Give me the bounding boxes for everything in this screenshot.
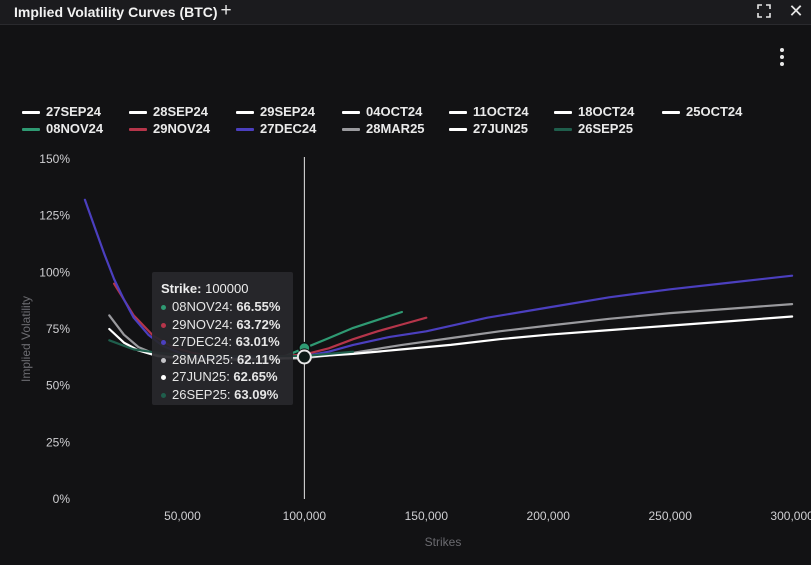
legend-item-28mar25[interactable]: 28MAR25 (342, 121, 425, 138)
tooltip-row: 26SEP25: 63.09% (161, 387, 278, 402)
legend-item-27dec24[interactable]: 27DEC24 (236, 121, 316, 138)
tooltip-series-name: 26SEP25: (172, 386, 235, 402)
legend-label: 27SEP24 (46, 104, 101, 119)
legend-item-11oct24[interactable]: 11OCT24 (449, 104, 529, 121)
legend-label: 28SEP24 (153, 104, 208, 119)
tooltip-dot (161, 357, 166, 363)
y-tick-label: 50% (46, 379, 70, 393)
x-tick-label: 200,000 (527, 509, 571, 523)
legend-label: 29NOV24 (153, 121, 211, 136)
legend-item-29nov24[interactable]: 29NOV24 (129, 121, 210, 138)
tooltip-row: 28MAR25: 62.11% (161, 352, 280, 367)
tooltip-series-value: 63.01% (235, 334, 280, 349)
tooltip-row: 27JUN25: 62.65% (161, 369, 278, 384)
tooltip-dot (161, 322, 166, 328)
legend-swatch (449, 111, 467, 115)
y-tick-label: 150% (39, 152, 70, 166)
legend-swatch (662, 111, 680, 115)
tooltip-series-value: 66.55% (236, 299, 281, 314)
y-tick-label: 125% (39, 209, 70, 223)
legend-swatch (22, 111, 40, 115)
legend-swatch (236, 128, 254, 132)
legend-item-28sep24[interactable]: 28SEP24 (129, 104, 208, 121)
close-icon[interactable]: ✕ (788, 1, 804, 21)
legend-label: 04OCT24 (366, 104, 423, 119)
y-tick-label: 100% (39, 265, 70, 279)
hover-point-active (296, 349, 312, 365)
tooltip-series-value: 62.65% (233, 369, 278, 384)
legend-label: 08NOV24 (46, 121, 104, 136)
y-tick-label: 25% (46, 435, 70, 449)
legend-item-27sep24[interactable]: 27SEP24 (22, 104, 101, 121)
legend-label: 26SEP25 (578, 121, 633, 136)
legend-row: 08NOV24 29NOV24 27DEC24 28MAR25 27JUN25 26SEP… (22, 121, 802, 138)
add-icon[interactable]: + (220, 0, 232, 21)
x-tick-label: 50,000 (164, 509, 201, 523)
legend-label: 11OCT24 (473, 104, 529, 119)
legend-item-04oct24[interactable]: 04OCT24 (342, 104, 422, 121)
tooltip-series-name: 29NOV24: (172, 316, 237, 332)
panel-header: Implied Volatility Curves (BTC) + ✕ (0, 0, 811, 25)
legend-swatch (342, 111, 360, 115)
tooltip-row: 08NOV24: 66.55% (161, 299, 280, 314)
legend-label: 25OCT24 (686, 104, 743, 119)
legend-swatch (449, 128, 467, 132)
tooltip-row: 27DEC24: 63.01% (161, 334, 280, 349)
tooltip-series-value: 62.11% (237, 351, 281, 367)
chart-legend: 27SEP24 28SEP24 29SEP24 04OCT24 11OCT24 18OCT… (22, 104, 802, 138)
legend-item-27jun25[interactable]: 27JUN25 (449, 121, 528, 138)
y-tick-label: 0% (53, 492, 71, 506)
legend-swatch (554, 128, 572, 132)
x-tick-label: 250,000 (648, 509, 692, 523)
tooltip-series-value: 63.72% (236, 316, 281, 332)
tooltip-strike: Strike: 100000 (161, 281, 249, 296)
panel-title: Implied Volatility Curves (BTC) (14, 4, 218, 20)
tooltip-series-value: 63.09% (234, 386, 279, 402)
legend-swatch (554, 111, 572, 115)
tooltip-dot (161, 392, 166, 398)
x-axis-title: Strikes (425, 535, 462, 549)
legend-swatch (236, 111, 254, 115)
tooltip-series-name: 28MAR25: (172, 351, 238, 367)
x-tick-label: 300,000 (770, 509, 811, 523)
tooltip-dot (161, 305, 166, 311)
legend-swatch (342, 128, 360, 132)
x-tick-label: 150,000 (405, 509, 449, 523)
legend-item-25oct24[interactable]: 25OCT24 (662, 104, 742, 121)
legend-swatch (22, 128, 40, 132)
tooltip-series-name: 27JUN25: (172, 369, 234, 384)
legend-label: 29SEP24 (260, 104, 315, 119)
legend-item-26sep25[interactable]: 26SEP25 (554, 121, 633, 138)
tooltip-series-name: 08NOV24: (172, 299, 237, 314)
legend-swatch (129, 111, 147, 115)
tooltip-row: 29NOV24: 63.72% (161, 317, 280, 332)
y-axis-title: Implied Volatility (19, 296, 33, 382)
legend-swatch (129, 128, 147, 132)
tooltip-series-name: 27DEC24: (172, 334, 236, 349)
legend-label: 27JUN25 (473, 121, 528, 136)
tooltip-dot (161, 340, 166, 346)
tooltip-dot (161, 375, 166, 381)
legend-label: 27DEC24 (260, 121, 317, 136)
legend-item-08nov24[interactable]: 08NOV24 (22, 121, 103, 138)
hover-tooltip: Strike: 100000 08NOV24: 66.55% 29NOV24: 6… (152, 272, 293, 405)
y-tick-label: 75% (46, 322, 70, 336)
legend-item-18oct24[interactable]: 18OCT24 (554, 104, 634, 121)
legend-item-29sep24[interactable]: 29SEP24 (236, 104, 315, 121)
x-tick-label: 100,000 (283, 509, 327, 523)
legend-row: 27SEP24 28SEP24 29SEP24 04OCT24 11OCT24 18OCT… (22, 104, 802, 121)
fullscreen-icon[interactable] (757, 4, 771, 18)
legend-label: 28MAR25 (366, 121, 425, 136)
legend-label: 18OCT24 (578, 104, 635, 119)
more-options-icon[interactable] (774, 46, 790, 68)
